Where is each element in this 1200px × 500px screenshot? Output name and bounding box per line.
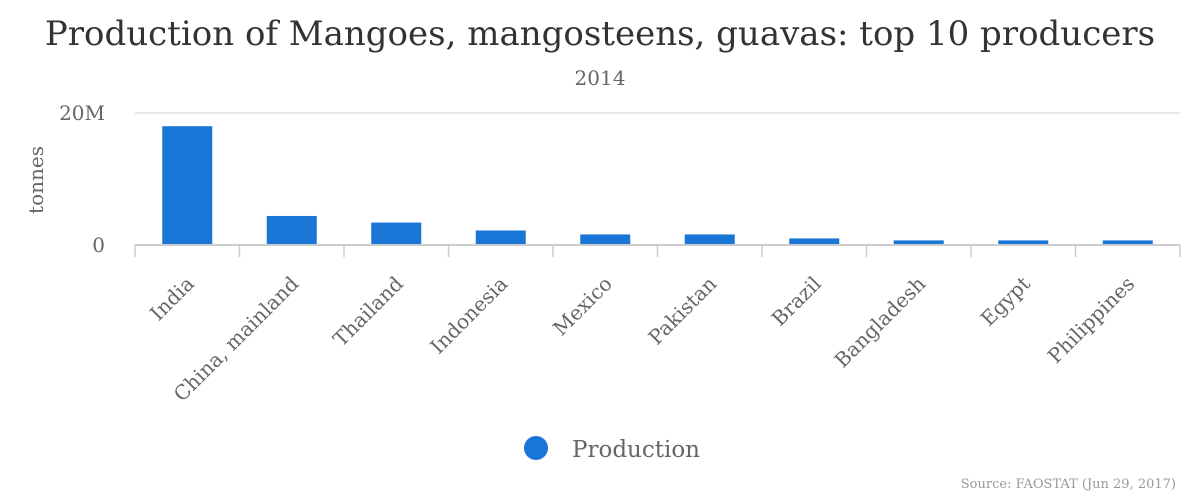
bar-brazil[interactable] (789, 238, 840, 245)
x-axis (134, 244, 1181, 257)
y-axis-label: tonnes (24, 146, 48, 214)
x-tick-label: Pakistan (643, 271, 721, 349)
x-tick-label: Mexico (548, 272, 617, 341)
x-tick-label: India (145, 272, 199, 326)
bar-china-mainland[interactable] (266, 215, 317, 245)
x-tick-label: Indonesia (425, 272, 512, 359)
bar-philippines[interactable] (1102, 240, 1153, 245)
y-tick-label: 0 (92, 233, 105, 257)
bar-pakistan[interactable] (684, 234, 735, 245)
bar-mexico[interactable] (580, 234, 631, 245)
chart-subtitle: 2014 (574, 66, 626, 90)
bar-indonesia[interactable] (475, 230, 526, 245)
legend[interactable]: Production (524, 436, 700, 463)
bar-bangladesh[interactable] (893, 240, 944, 245)
x-tick-label: Philippines (1043, 272, 1140, 369)
bar-egypt[interactable] (998, 240, 1049, 245)
source-note: Source: FAOSTAT (Jun 29, 2017) (960, 477, 1176, 492)
x-tick-label: Bangladesh (830, 271, 931, 372)
bar-thailand[interactable] (371, 222, 422, 245)
y-tick-label: 20M (59, 101, 105, 125)
x-tick-label: Egypt (976, 272, 1035, 331)
chart-title: Production of Mangoes, mangosteens, guav… (44, 14, 1156, 54)
x-tick-label: Thailand (328, 271, 408, 351)
bars (162, 126, 1153, 245)
legend-label: Production (572, 437, 700, 463)
x-tick-label: Brazil (767, 272, 826, 331)
y-axis-ticks: 0 20M (59, 101, 105, 257)
legend-marker (524, 436, 548, 460)
bar-india[interactable] (162, 126, 213, 245)
